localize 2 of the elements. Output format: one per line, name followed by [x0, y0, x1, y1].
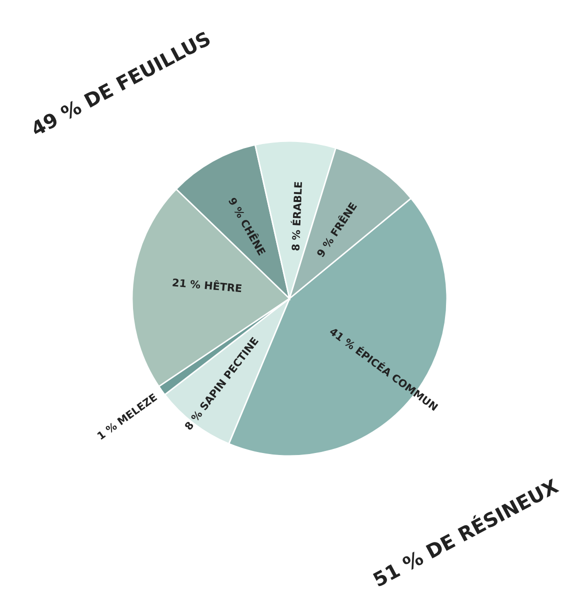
slice-label: 8 % ÉRABLE: [290, 182, 302, 251]
slice-label: 21 % HÊTRE: [172, 276, 242, 292]
